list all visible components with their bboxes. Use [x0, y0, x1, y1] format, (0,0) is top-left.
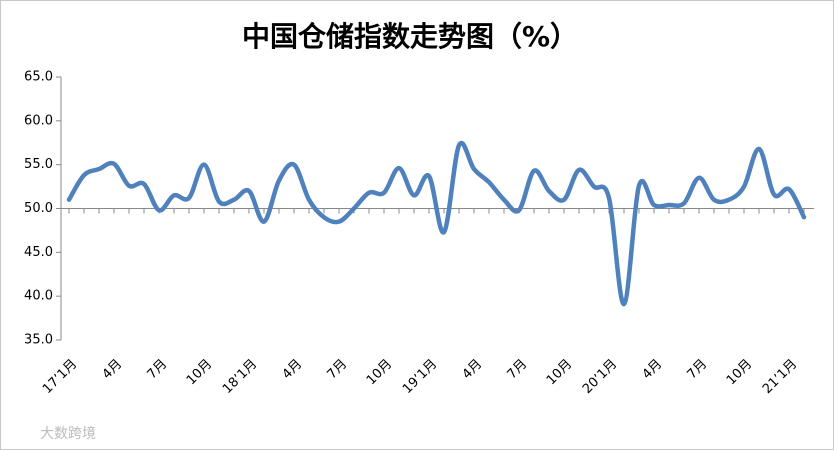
- y-tick-label: 40.0: [24, 289, 53, 304]
- chart-title: 中国仓储指数走势图（%）: [242, 20, 578, 53]
- y-tick-label: 65.0: [24, 70, 53, 85]
- y-tick-label: 50.0: [24, 201, 53, 216]
- y-tick-label: 60.0: [24, 113, 53, 128]
- data-line: [66, 140, 807, 307]
- y-tick-label: 35.0: [24, 333, 53, 348]
- y-tick-label: 55.0: [24, 157, 53, 172]
- y-tick-label: 45.0: [24, 245, 53, 260]
- watermark: 大数跨境: [40, 426, 96, 442]
